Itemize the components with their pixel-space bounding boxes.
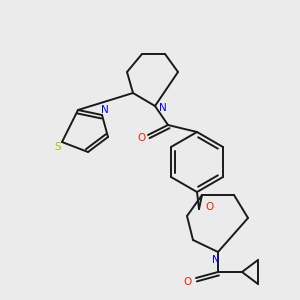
Text: O: O [137, 133, 145, 143]
Text: N: N [101, 105, 109, 115]
Text: O: O [184, 277, 192, 287]
Text: O: O [205, 202, 213, 212]
Text: N: N [212, 255, 220, 265]
Text: S: S [55, 142, 61, 152]
Text: N: N [159, 103, 167, 113]
